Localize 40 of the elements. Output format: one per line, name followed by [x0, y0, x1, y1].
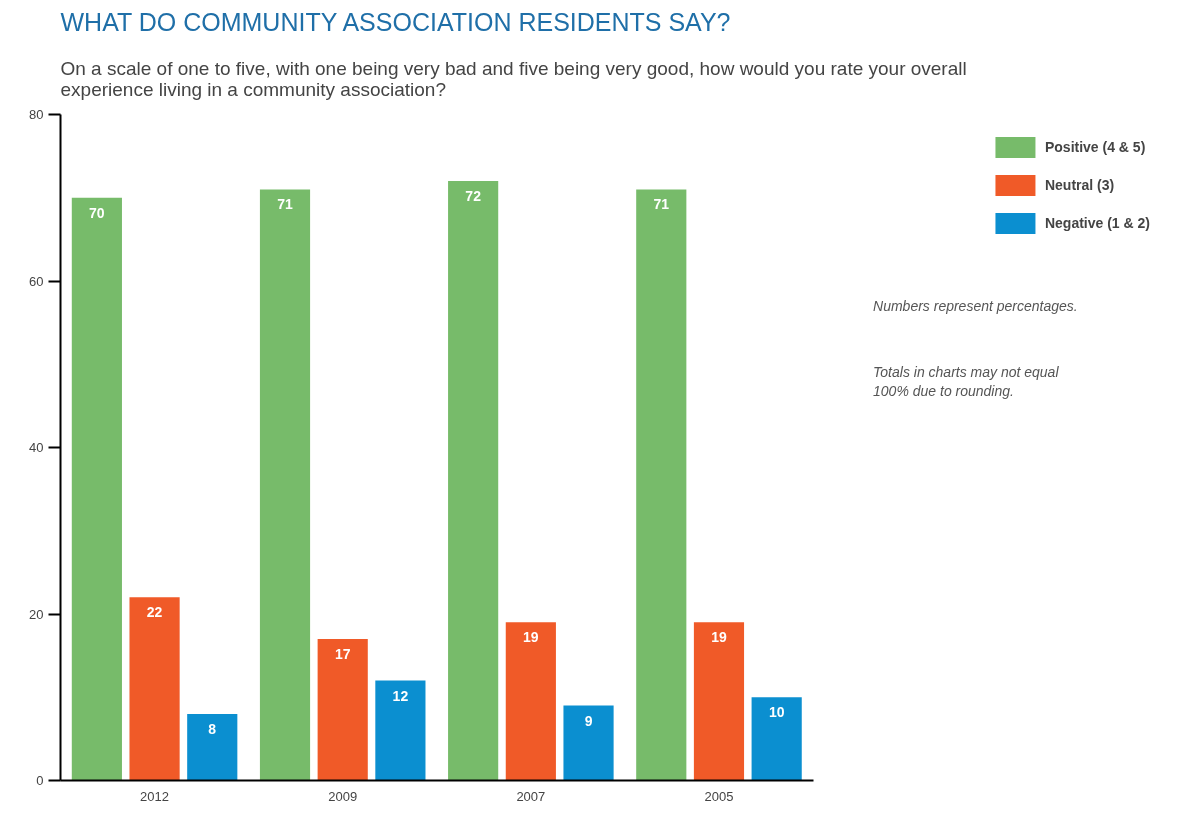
data-label: 12: [392, 687, 409, 704]
bar: [129, 597, 180, 781]
text: Numbers represent percentages.: [873, 297, 1078, 314]
x-tick-label: 2009: [328, 788, 358, 804]
data-label: 19: [711, 629, 727, 646]
x-tick-label: 2007: [516, 788, 546, 804]
text: Totals in charts may not equal 100% due to rounding.: [873, 364, 1060, 400]
bar: [71, 197, 122, 781]
bar: [375, 680, 426, 781]
data-label: 10: [768, 704, 785, 721]
bar: [563, 705, 614, 781]
bar: [751, 697, 802, 781]
y-tick-label: 20: [29, 606, 44, 622]
legend-label: Neutral (3): [1044, 177, 1115, 193]
data-label: 70: [89, 204, 105, 221]
bar: [505, 622, 556, 781]
data-label: 71: [277, 196, 294, 213]
x-tick-label: 2012: [140, 788, 170, 804]
y-tick-label: 60: [29, 273, 44, 289]
y-tick-label: 80: [29, 107, 44, 122]
data-label: 17: [334, 645, 351, 662]
data-label: 19: [523, 629, 539, 646]
bar: [693, 622, 745, 781]
bar: [317, 638, 368, 781]
y-tick-label: 40: [29, 440, 44, 455]
bar: [636, 189, 687, 781]
x-tick-label: 2005: [704, 788, 734, 804]
bar: [187, 713, 238, 781]
bar: [259, 189, 311, 781]
chart-title: WHAT DO COMMUNITY ASSOCIATION RESIDENTS SAY?: [60, 7, 731, 36]
bar: [448, 181, 499, 781]
data-label: 9: [584, 712, 593, 729]
data-label: 22: [146, 604, 163, 621]
legend-label: Positive (4 & 5): [1044, 139, 1146, 155]
data-label: 8: [208, 720, 217, 737]
data-label: 72: [465, 188, 482, 205]
y-tick-label: 0: [36, 773, 44, 788]
chart-subtitle: On a scale of one to five, with one being very bad and five being very good, how would you rate your overall experience living in a community association?: [60, 57, 967, 100]
legend-label: Negative (1 & 2): [1044, 215, 1150, 231]
data-label: 71: [653, 196, 670, 213]
